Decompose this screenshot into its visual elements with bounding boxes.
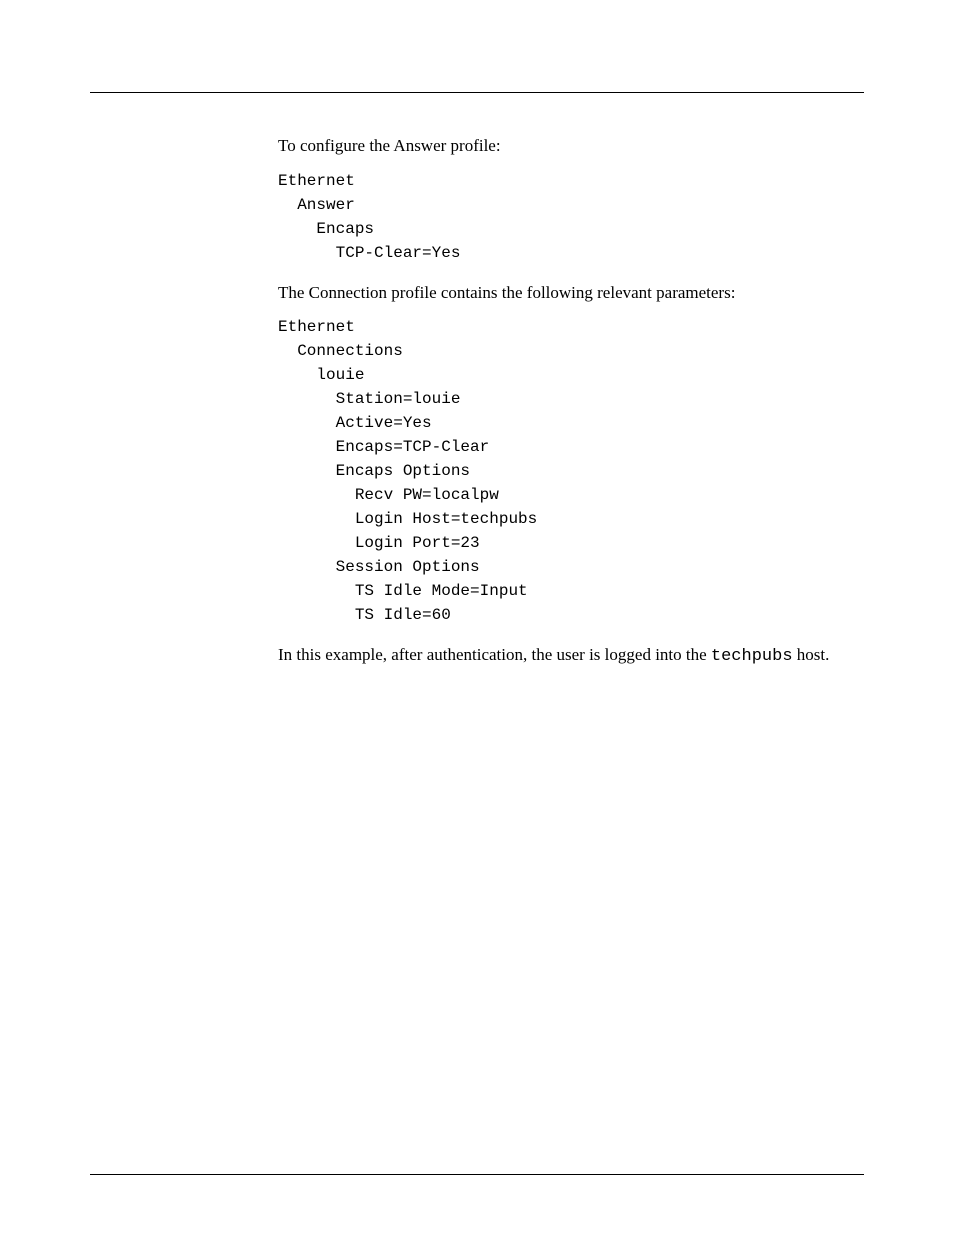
intro-paragraph: To configure the Answer profile:: [278, 134, 864, 159]
page-content: To configure the Answer profile: Etherne…: [90, 134, 864, 680]
closing-hostname: techpubs: [711, 647, 793, 666]
top-rule: [90, 92, 864, 93]
closing-text-prefix: In this example, after authentication, t…: [278, 645, 711, 664]
closing-paragraph: In this example, after authentication, t…: [278, 643, 864, 670]
bottom-rule: [90, 1174, 864, 1175]
conn-intro-paragraph: The Connection profile contains the foll…: [278, 281, 864, 306]
connection-profile-code: Ethernet Connections louie Station=louie…: [278, 315, 864, 627]
answer-profile-code: Ethernet Answer Encaps TCP-Clear=Yes: [278, 169, 864, 265]
closing-text-suffix: host.: [793, 645, 830, 664]
